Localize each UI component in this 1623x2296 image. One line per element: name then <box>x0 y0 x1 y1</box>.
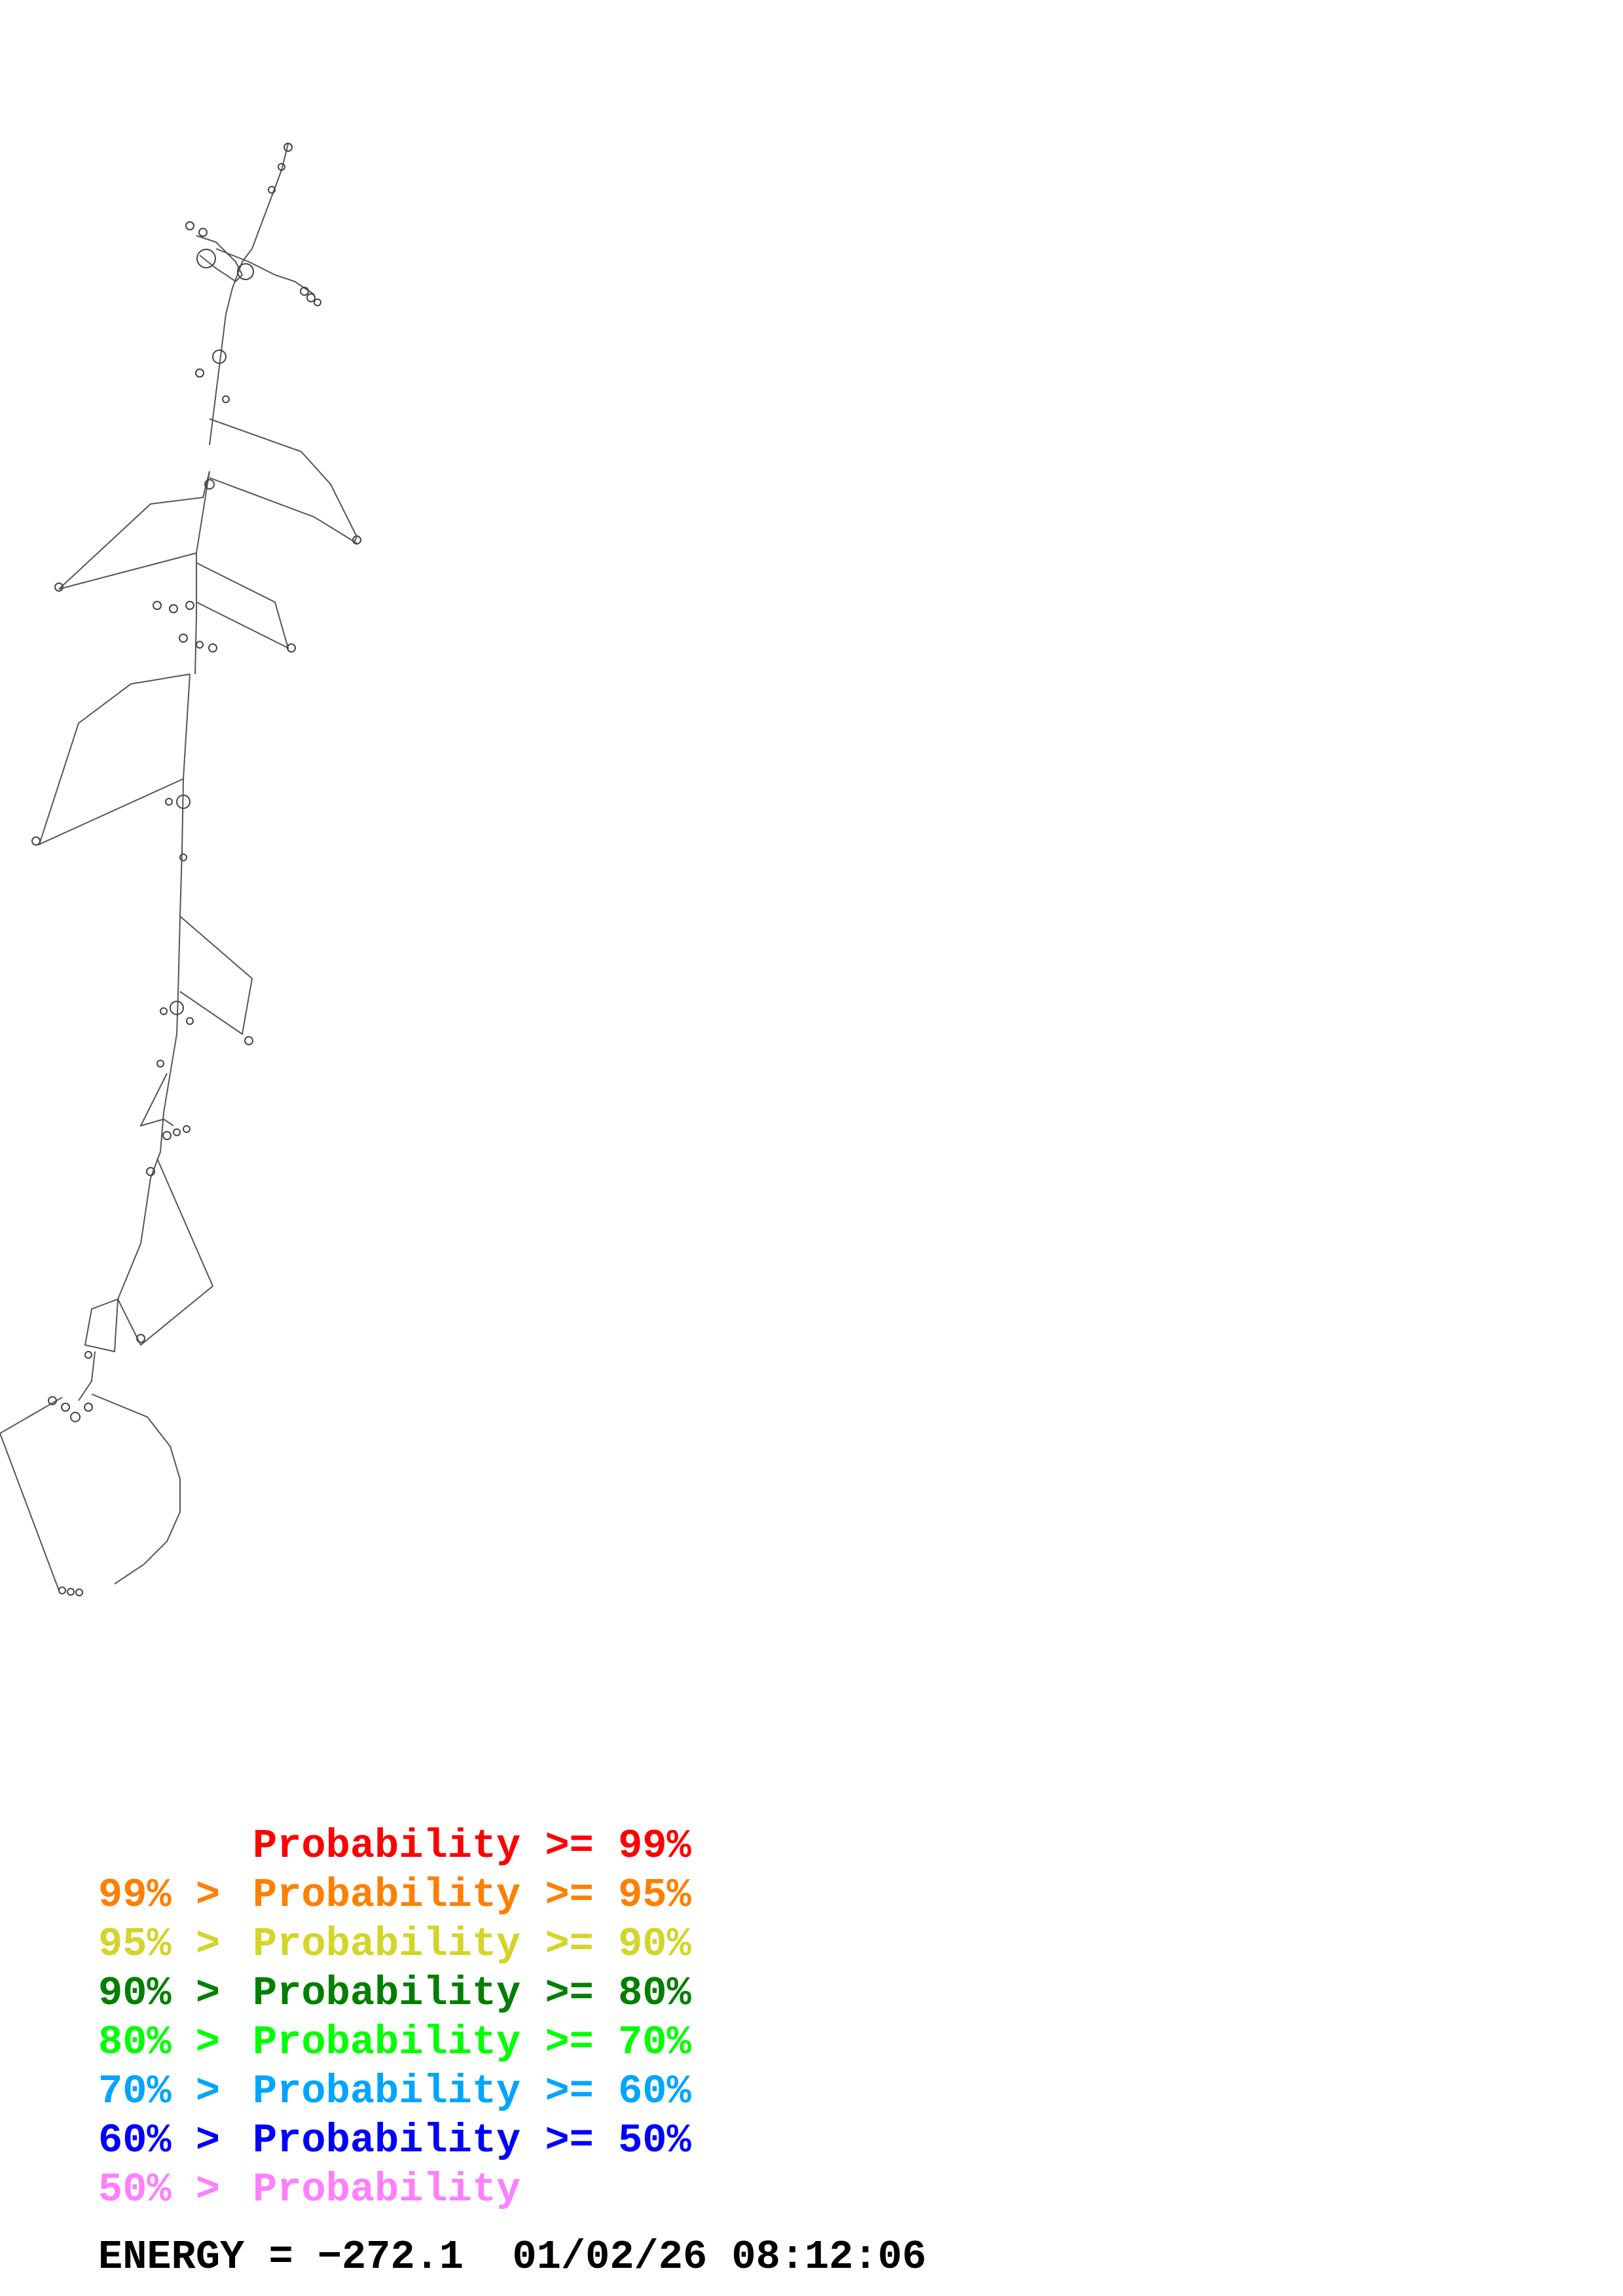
hairpin-loop <box>54 583 64 592</box>
hairpin-loop <box>183 1125 191 1133</box>
backbone-lower-stem <box>78 1351 96 1401</box>
hairpin-loop <box>244 1036 253 1045</box>
multiloop <box>196 249 216 268</box>
hairpin-loop <box>283 143 293 152</box>
hairpin-loop <box>278 163 285 171</box>
legend-row: 95% > Probability >= 90% <box>98 1924 691 1965</box>
hairpin-loop <box>146 1167 155 1176</box>
structure-backbone <box>0 143 358 1591</box>
hairpin-loop <box>268 186 276 194</box>
rna-secondary-structure-diagram <box>0 143 361 1596</box>
hairpin-loop <box>300 287 309 296</box>
legend-row: 80% > Probability >= 70% <box>98 2022 691 2063</box>
hairpin-loop <box>195 368 204 378</box>
backbone-loop-left-2 <box>38 673 191 846</box>
hairpin-loop <box>196 641 204 649</box>
hairpin-loop <box>84 1351 92 1359</box>
hairpin-loop <box>31 836 41 846</box>
legend-label: Probability >= 50% <box>253 2117 691 2164</box>
hairpin-loop <box>306 293 316 302</box>
legend-label: Probability >= 99% <box>253 1823 691 1869</box>
backbone-trunk-3 <box>150 1033 177 1179</box>
multiloop <box>212 350 227 364</box>
legend-threshold-prefix: 95% > <box>98 1921 245 1967</box>
legend-row: Probability >= 99% <box>98 1826 691 1867</box>
legend-threshold-prefix: 70% > <box>98 2068 245 2115</box>
structure-loops <box>31 143 361 1596</box>
legend-threshold-prefix: 90% > <box>98 1970 245 2017</box>
legend-label: Probability >= 90% <box>253 1921 691 1967</box>
backbone-loop-left-1 <box>58 471 210 590</box>
hairpin-loop <box>185 601 194 610</box>
hairpin-loop <box>352 535 361 545</box>
legend-label: Probability >= 95% <box>253 1872 691 1918</box>
hairpin-loop <box>58 1587 66 1594</box>
legend-row: 70% > Probability >= 60% <box>98 2072 691 2112</box>
legend-row: 99% > Probability >= 95% <box>98 1875 691 1916</box>
legend-threshold-prefix: 99% > <box>98 1872 245 1918</box>
energy-readout: ENERGY = −272.1 01/02/26 08:12:06 <box>98 2234 927 2280</box>
hairpin-loop <box>156 1060 164 1067</box>
hairpin-loop <box>169 604 178 613</box>
hairpin-loop <box>84 1403 93 1412</box>
backbone-top-stem <box>209 143 289 446</box>
legend-label: Probability <box>253 2166 521 2213</box>
backbone-loop-right-2 <box>196 562 289 649</box>
legend-row: 50% > Probability <box>98 2170 520 2210</box>
legend-label: Probability >= 70% <box>253 2019 691 2066</box>
hairpin-loop <box>75 1588 83 1596</box>
hairpin-loop <box>179 853 187 861</box>
legend-row: 90% > Probability >= 80% <box>98 1973 691 2014</box>
legend-row: 60% > Probability >= 50% <box>98 2121 691 2161</box>
legend-threshold-prefix: 50% > <box>98 2166 245 2213</box>
backbone-loop-right-3 <box>179 916 253 1035</box>
hairpin-loop <box>136 1334 145 1343</box>
backbone-loop-right-1 <box>209 418 358 544</box>
hairpin-loop <box>208 643 217 653</box>
legend-label: Probability >= 60% <box>253 2068 691 2115</box>
hairpin-loop <box>160 1007 168 1015</box>
hairpin-loop <box>165 798 173 806</box>
hairpin-loop <box>222 395 230 403</box>
hairpin-loop <box>70 1412 81 1422</box>
hairpin-loop <box>61 1403 70 1412</box>
hairpin-loop <box>186 1017 194 1025</box>
hairpin-loop <box>48 1396 57 1405</box>
hairpin-loop <box>67 1588 75 1596</box>
backbone-bottom-right <box>91 1393 181 1585</box>
backbone-loop-mid <box>139 1073 174 1127</box>
backbone-top-branch <box>215 248 315 295</box>
hairpin-loop <box>314 298 321 306</box>
backbone-loop-right-4 <box>84 1158 214 1353</box>
hairpin-loop <box>153 601 162 610</box>
backbone-top-loop <box>196 235 244 283</box>
hairpin-loop <box>162 1131 172 1140</box>
hairpin-loop <box>287 643 296 653</box>
hairpin-loop <box>185 221 194 230</box>
backbone-bottom-left <box>0 1397 63 1591</box>
legend-threshold-prefix: 80% > <box>98 2019 245 2066</box>
hairpin-loop <box>179 634 188 643</box>
hairpin-loop <box>198 228 208 237</box>
hairpin-loop <box>173 1128 181 1136</box>
multiloop <box>170 1001 184 1015</box>
multiloop <box>237 263 254 280</box>
backbone-trunk-4 <box>117 1177 151 1300</box>
legend-threshold-prefix: 60% > <box>98 2117 245 2164</box>
backbone-loop-right-1b <box>209 477 357 544</box>
hairpin-loop <box>204 479 215 490</box>
multiloop <box>176 795 191 809</box>
legend-label: Probability >= 80% <box>253 1970 691 2017</box>
